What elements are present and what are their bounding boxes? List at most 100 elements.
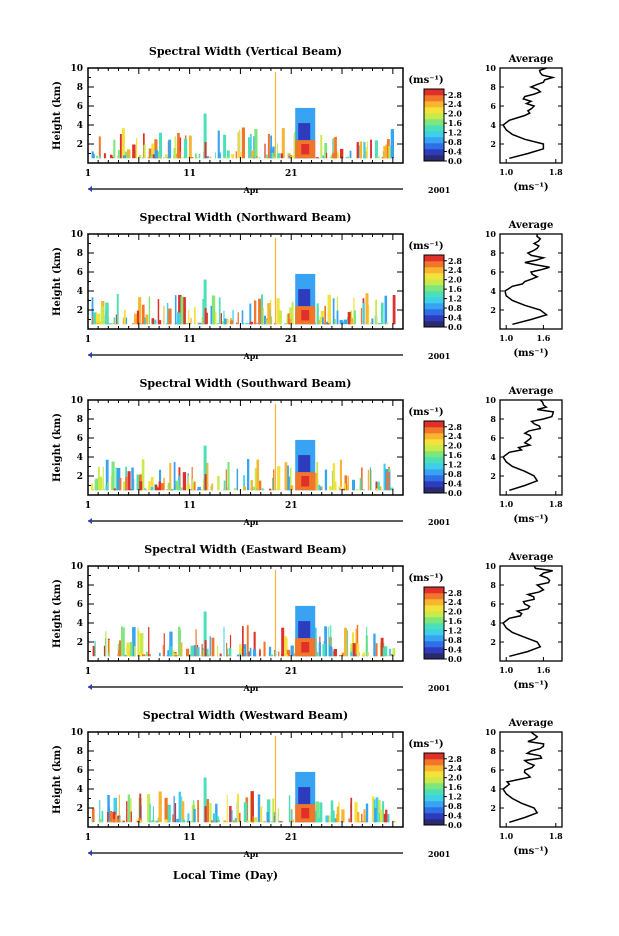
heatmap-cell [345, 157, 349, 159]
heatmap-cell [347, 475, 349, 491]
average-frame [499, 399, 563, 496]
plot-frame [87, 399, 404, 496]
heatmap-cell [142, 654, 146, 657]
x-tick-label: 1 [85, 833, 91, 843]
average-x-tick-label: 1.8 [549, 831, 563, 841]
colorbar-swatch [424, 143, 444, 150]
heatmap-cell [193, 809, 196, 823]
heatmap-cell [314, 473, 318, 491]
colorbar-unit: (ms⁻¹) [408, 407, 443, 418]
heatmap-cell [217, 645, 219, 657]
colorbar-tick-label: 2.8 [448, 588, 462, 598]
heatmap-cell [249, 647, 252, 657]
heatmap-cell [263, 315, 267, 325]
heatmap-cell [203, 113, 207, 159]
heatmap-cell [131, 467, 134, 491]
heatmap-cell [159, 652, 161, 657]
heatmap-cell [348, 818, 350, 823]
colorbar-tick-label: 1.6 [448, 450, 462, 460]
panel-2: Height (km) [52, 399, 563, 524]
heatmap-cell [118, 794, 120, 823]
colorbar-tick-label: 1.6 [448, 118, 462, 128]
heatmap-cell [254, 129, 258, 159]
heatmap-cell [328, 626, 330, 657]
heatmap-cell [187, 475, 189, 491]
heatmap-cell [135, 819, 138, 823]
heatmap-cell [378, 800, 381, 823]
colorbar-swatch [424, 629, 444, 636]
heatmap-cell [97, 313, 100, 325]
heatmap-cell [173, 461, 176, 491]
heatmap-cell [285, 654, 288, 657]
heatmap-cell [226, 794, 228, 823]
y-axis-label: Height (km) [52, 247, 63, 316]
average-frame [499, 233, 563, 330]
heatmap-cell [168, 308, 172, 325]
heatmap-cell [158, 157, 163, 159]
heatmap-cell [272, 477, 274, 491]
heatmap-cell [373, 633, 376, 657]
heatmap-cell [270, 135, 272, 159]
heatmap-cell [172, 814, 175, 823]
heatmap-cell [216, 323, 220, 325]
heatmap-cell [211, 295, 215, 325]
heatmap-cell [325, 815, 329, 823]
colorbar-swatch [424, 427, 444, 434]
colorbar-swatch [424, 279, 444, 286]
heatmap-cell [317, 818, 321, 823]
heatmap-cell [108, 639, 110, 657]
colorbar-frame [423, 586, 445, 660]
average-y-tick-label: 8 [490, 414, 496, 424]
heatmap-cell [350, 321, 354, 325]
heatmap-cell [286, 649, 291, 657]
heatmap-cell [380, 637, 384, 657]
heatmap-cell [340, 148, 344, 159]
heatmap-cell [141, 304, 145, 325]
heatmap-cell [124, 654, 128, 657]
colorbar-swatch [424, 801, 444, 808]
heatmap-cell [116, 818, 120, 823]
heatmap-cell [186, 648, 190, 657]
colorbar-swatch [424, 445, 444, 452]
heatmap-cell [298, 787, 311, 805]
heatmap-cell [96, 155, 98, 159]
heatmap-cell [366, 626, 368, 657]
heatmap-cell [214, 152, 216, 159]
heatmap-cell [264, 143, 266, 159]
heatmap-cell [341, 809, 345, 823]
heatmap-cell [150, 477, 154, 491]
heatmap-cell [140, 820, 142, 823]
heatmap-cell [108, 807, 111, 823]
heatmap-cell [289, 155, 293, 159]
heatmap-cell [130, 798, 132, 823]
heatmap-cell [354, 654, 358, 657]
heatmap-cell [238, 812, 241, 823]
year-label: 2001 [428, 351, 450, 361]
colorbar-swatch [424, 119, 444, 126]
heatmap-cell [225, 319, 229, 325]
heatmap-cell [192, 482, 196, 491]
heatmap-cell [321, 486, 323, 491]
heatmap-cell [150, 487, 154, 491]
colorbar-tick-label: 0.4 [448, 645, 462, 655]
heatmap-cell [392, 295, 396, 325]
colorbar-swatch [424, 101, 444, 108]
heatmap-cell [108, 821, 111, 823]
heatmap-cell [375, 481, 378, 491]
panel-0: Height (km) [52, 67, 563, 192]
heatmap-cell [389, 648, 392, 657]
heatmap-cell [233, 821, 235, 823]
heatmap-cell [91, 151, 94, 159]
heatmap-cell [197, 486, 201, 491]
colorbar-tick-label: 2.8 [448, 422, 462, 432]
heatmap-cell [107, 812, 109, 823]
heatmap-cell [99, 800, 101, 823]
colorbar-swatch [424, 783, 444, 790]
heatmap-cell [381, 302, 384, 325]
average-x-label: (ms⁻¹) [513, 348, 548, 359]
heatmap-cell [258, 157, 261, 159]
y-tick-label: 6 [77, 434, 83, 444]
y-tick-label: 4 [77, 121, 83, 131]
heatmap-cell [123, 155, 127, 159]
heatmap-cell [190, 317, 192, 325]
